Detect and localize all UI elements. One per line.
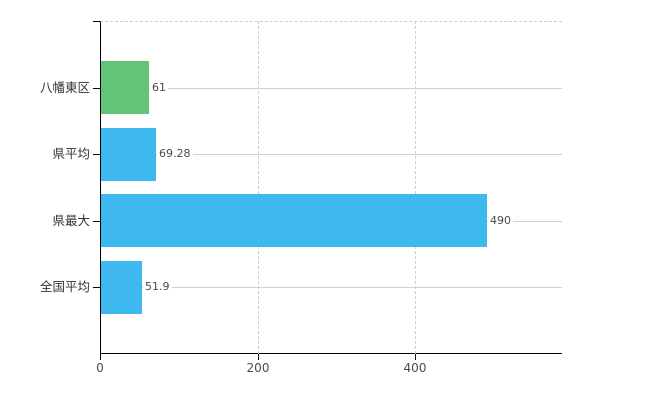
x-axis-tick — [100, 354, 101, 360]
category-label: 県平均 — [52, 146, 90, 161]
value-label: 490 — [488, 214, 513, 228]
bar — [101, 61, 149, 114]
x-axis-tick-label: 200 — [246, 361, 270, 375]
bar — [101, 194, 487, 247]
x-axis-tick-label: 0 — [96, 361, 104, 375]
y-axis-tick — [93, 287, 100, 288]
x-axis-tick-label: 400 — [403, 361, 427, 375]
y-axis-tick — [93, 154, 100, 155]
category-label: 八幡東区 — [39, 80, 90, 95]
vertical-gridline — [415, 21, 416, 354]
horizontal-gridline — [101, 287, 562, 288]
x-axis-tick — [415, 354, 416, 360]
vertical-gridline — [258, 21, 259, 354]
horizontal-gridline — [101, 88, 562, 89]
y-axis-tick — [93, 221, 100, 222]
plot-area — [100, 21, 562, 354]
horizontal-gridline — [101, 154, 562, 155]
y-axis-top-tick — [93, 21, 100, 22]
bar — [101, 261, 142, 314]
x-axis-tick — [258, 354, 259, 360]
y-axis-tick — [93, 88, 100, 89]
value-label: 61 — [150, 81, 168, 95]
bar — [101, 128, 156, 181]
category-label: 県最大 — [52, 213, 90, 228]
category-label: 全国平均 — [39, 279, 90, 294]
value-label: 51.9 — [143, 280, 172, 294]
value-label: 69.28 — [157, 147, 193, 161]
